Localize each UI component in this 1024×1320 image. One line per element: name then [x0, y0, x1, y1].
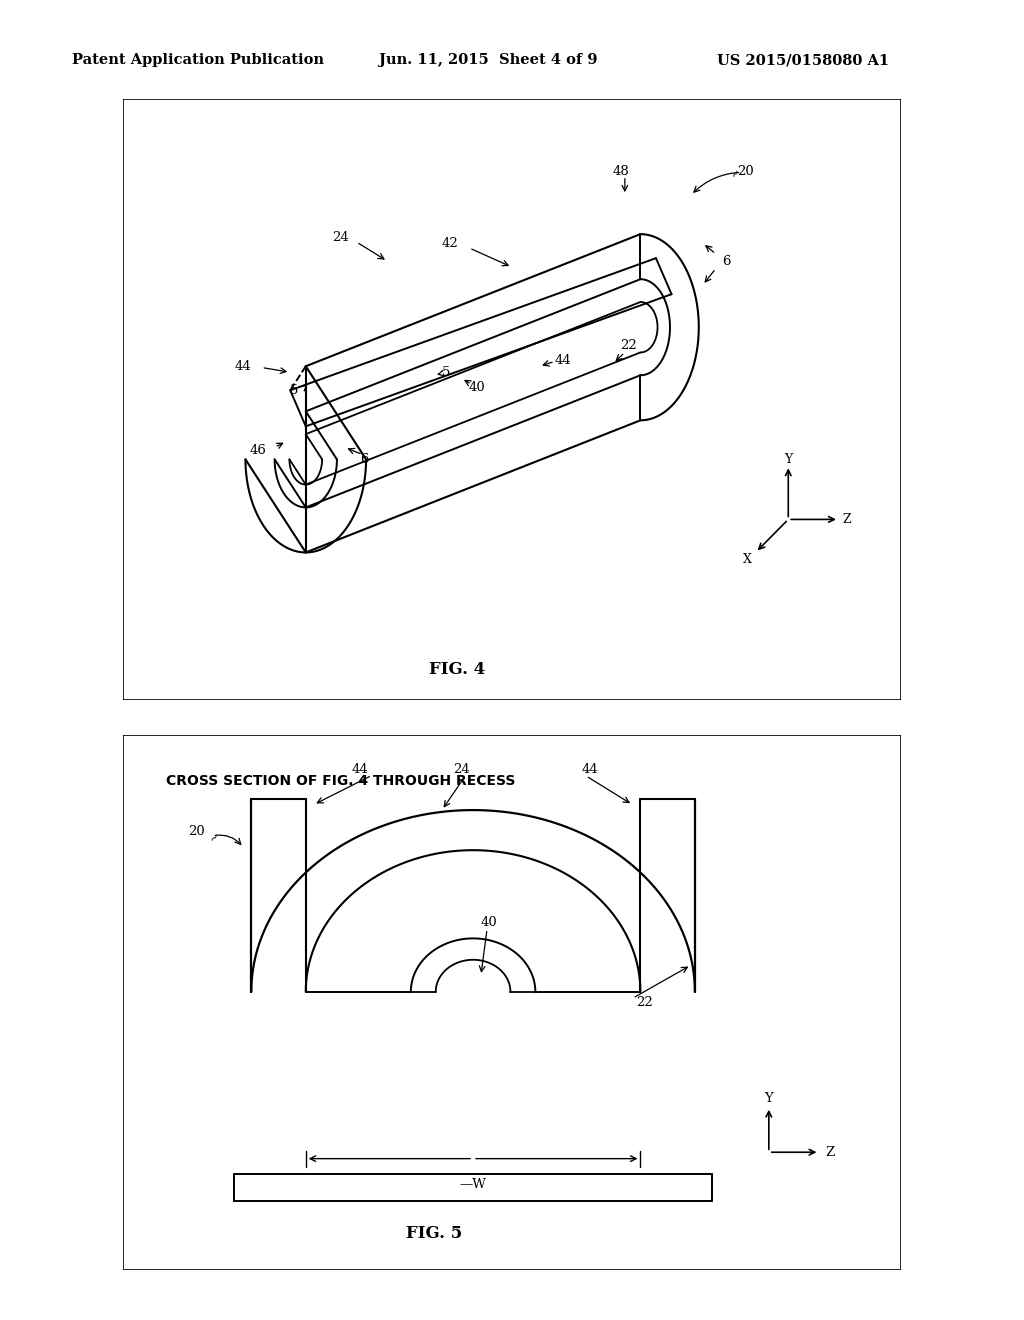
Text: Jun. 11, 2015  Sheet 4 of 9: Jun. 11, 2015 Sheet 4 of 9	[379, 53, 597, 67]
Text: 6: 6	[359, 453, 369, 466]
Text: Y: Y	[784, 453, 793, 466]
Text: CROSS SECTION OF FIG. 4 THROUGH RECESS: CROSS SECTION OF FIG. 4 THROUGH RECESS	[166, 774, 515, 788]
Text: 6: 6	[722, 255, 730, 268]
Text: FIG. 4: FIG. 4	[429, 661, 485, 678]
Text: X: X	[743, 553, 753, 566]
Text: 40: 40	[469, 380, 485, 393]
Text: FIG. 5: FIG. 5	[407, 1225, 462, 1242]
Text: —W: —W	[460, 1177, 486, 1191]
Text: 44: 44	[234, 360, 251, 372]
Text: 44: 44	[555, 354, 571, 367]
Text: ~: ~	[730, 166, 743, 180]
Text: Z: Z	[825, 1146, 835, 1159]
Text: 48: 48	[612, 165, 630, 178]
Text: 40: 40	[480, 916, 497, 929]
Text: 44: 44	[352, 763, 369, 776]
Text: 20: 20	[188, 825, 205, 838]
Text: 46: 46	[250, 444, 267, 457]
Text: ~: ~	[208, 832, 221, 845]
Text: Y: Y	[765, 1092, 773, 1105]
Text: US 2015/0158080 A1: US 2015/0158080 A1	[717, 53, 889, 67]
Text: 42: 42	[441, 236, 458, 249]
Text: 24: 24	[333, 231, 349, 244]
Text: Patent Application Publication: Patent Application Publication	[72, 53, 324, 67]
Text: 22: 22	[636, 997, 652, 1008]
Text: 22: 22	[621, 339, 637, 351]
Text: 24: 24	[453, 763, 470, 776]
Text: 5: 5	[442, 366, 451, 379]
Text: 44: 44	[582, 763, 598, 776]
Text: 5: 5	[290, 384, 298, 397]
Text: Z: Z	[843, 513, 851, 525]
Text: 20: 20	[737, 165, 754, 178]
